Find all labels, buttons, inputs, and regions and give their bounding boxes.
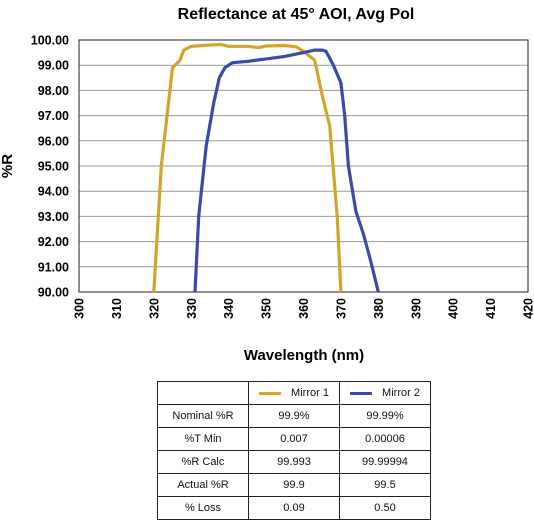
series-line-mirror-2 — [193, 48, 380, 293]
y-tick-label: 92.00 — [38, 235, 69, 249]
legend-mirror-1: Mirror 1 — [248, 381, 340, 405]
cell-mirror-1: 99.9 — [248, 473, 340, 497]
series-line-mirror-1 — [152, 42, 343, 293]
reflectance-chart: Reflectance at 45° AOI, Avg Pol 90.00 91.… — [0, 6, 534, 364]
x-tick-label: 420 — [522, 298, 534, 319]
cell-mirror-2: 99.99% — [339, 404, 431, 428]
legend-swatch-mirror-2 — [350, 391, 373, 395]
table-row: Actual %R 99.9 99.5 — [157, 473, 431, 497]
table-header-row: Mirror 1 Mirror 2 — [157, 381, 431, 405]
x-tick-label: 300 — [73, 298, 87, 319]
plot-frame — [78, 39, 529, 293]
cell-mirror-2: 99.5 — [339, 473, 431, 497]
row-label: Nominal %R — [157, 404, 249, 428]
x-tick-label: 370 — [334, 298, 348, 319]
cell-mirror-2: 0.50 — [339, 496, 431, 520]
y-tick-label: 96.00 — [38, 134, 69, 148]
cell-mirror-2: 99.99994 — [339, 450, 431, 474]
y-tick-label: 99.00 — [38, 59, 69, 73]
legend-swatch-mirror-1 — [259, 391, 282, 395]
x-tick-label: 320 — [147, 298, 161, 319]
cell-mirror-1: 99.9% — [248, 404, 340, 428]
table-row: %T Min 0.007 0.00006 — [157, 427, 431, 451]
grid-lines — [79, 39, 528, 293]
legend-label-mirror-2: Mirror 2 — [382, 387, 420, 399]
table-row: Nominal %R 99.9% 99.99% — [157, 404, 431, 428]
table-corner-cell — [157, 381, 249, 405]
row-label: % Loss — [157, 496, 249, 520]
x-tick-label: 330 — [185, 298, 199, 319]
y-tick-label: 91.00 — [38, 260, 69, 274]
y-axis-label: %R — [0, 154, 16, 178]
x-tick-label: 400 — [447, 298, 461, 319]
y-tick-label: 98.00 — [38, 84, 69, 98]
legend-mirror-2: Mirror 2 — [339, 381, 431, 405]
y-tick-label: 94.00 — [38, 185, 69, 199]
y-tick-label: 90.00 — [38, 286, 69, 300]
y-axis-ticks: 90.00 91.00 92.00 93.00 94.00 95.00 96.00 97.00… — [31, 34, 69, 300]
y-tick-label: 97.00 — [38, 109, 69, 123]
x-tick-label: 410 — [484, 298, 498, 319]
series-lines — [152, 42, 380, 293]
x-axis-ticks: 300 310 320 330 340 350 360 370 380 390 400 410 420 — [73, 298, 534, 319]
row-label: %R Calc — [157, 450, 249, 474]
x-tick-label: 380 — [372, 298, 386, 319]
y-tick-label: 93.00 — [38, 210, 69, 224]
chart-title: Reflectance at 45° AOI, Avg Pol — [178, 6, 415, 23]
cell-mirror-1: 99.993 — [248, 450, 340, 474]
x-tick-label: 350 — [260, 298, 274, 319]
row-label: %T Min — [157, 427, 249, 451]
x-axis-label: Wavelength (nm) — [244, 347, 364, 364]
cell-mirror-1: 0.09 — [248, 496, 340, 520]
x-tick-label: 310 — [110, 298, 124, 319]
table-row: % Loss 0.09 0.50 — [157, 496, 431, 520]
y-tick-label: 95.00 — [38, 160, 69, 174]
cell-mirror-2: 0.00006 — [339, 427, 431, 451]
x-tick-label: 360 — [297, 298, 311, 319]
x-tick-label: 340 — [222, 298, 236, 319]
legend-label-mirror-1: Mirror 1 — [291, 387, 329, 399]
y-tick-label: 100.00 — [31, 34, 69, 48]
cell-mirror-1: 0.007 — [248, 427, 340, 451]
mirror-summary-table: Mirror 1 Mirror 2 Nominal %R 99.9% 99.99… — [157, 381, 431, 520]
table-row: %R Calc 99.993 99.99994 — [157, 450, 431, 474]
row-label: Actual %R — [157, 473, 249, 497]
x-tick-label: 390 — [409, 298, 423, 319]
